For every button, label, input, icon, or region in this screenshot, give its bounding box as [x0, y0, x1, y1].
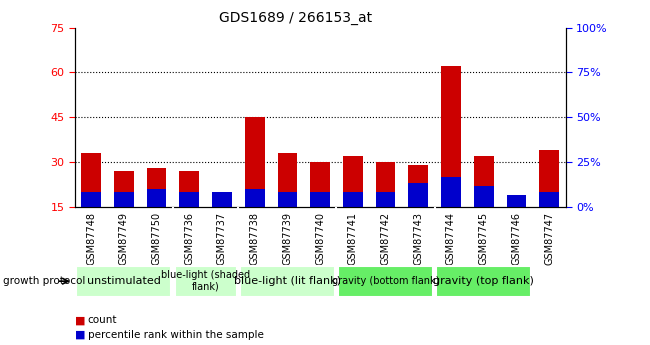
Bar	[506, 195, 526, 207]
Bar	[540, 150, 559, 207]
Title: GDS1689 / 266153_at: GDS1689 / 266153_at	[219, 11, 372, 25]
Bar	[278, 192, 297, 207]
Bar	[245, 117, 265, 207]
Bar	[212, 195, 232, 207]
Text: percentile rank within the sample: percentile rank within the sample	[88, 330, 264, 339]
Text: gravity (bottom flank): gravity (bottom flank)	[332, 276, 439, 286]
Text: GSM87740: GSM87740	[315, 211, 325, 265]
Text: GSM87743: GSM87743	[413, 211, 423, 265]
Text: GSM87742: GSM87742	[380, 211, 391, 265]
Bar	[441, 177, 461, 207]
Bar	[506, 195, 526, 207]
Text: unstimulated: unstimulated	[87, 276, 161, 286]
Bar	[474, 186, 493, 207]
Text: GSM87750: GSM87750	[151, 211, 162, 265]
Text: GSM87748: GSM87748	[86, 211, 96, 265]
Text: GSM87737: GSM87737	[217, 211, 227, 265]
Text: GSM87736: GSM87736	[184, 211, 194, 265]
FancyBboxPatch shape	[240, 266, 335, 297]
Text: GSM87744: GSM87744	[446, 211, 456, 265]
Text: gravity (top flank): gravity (top flank)	[434, 276, 534, 286]
Bar	[81, 192, 101, 207]
Text: count: count	[88, 315, 117, 325]
Text: GSM87739: GSM87739	[282, 211, 293, 265]
Text: GSM87745: GSM87745	[478, 211, 489, 265]
Text: growth protocol: growth protocol	[3, 276, 86, 286]
Text: blue-light (shaded
flank): blue-light (shaded flank)	[161, 270, 250, 292]
Text: ■: ■	[75, 315, 85, 325]
Bar	[81, 153, 101, 207]
Text: ■: ■	[75, 330, 85, 339]
Text: GSM87746: GSM87746	[512, 211, 521, 265]
Bar	[540, 192, 559, 207]
Bar	[114, 192, 134, 207]
Text: GSM87749: GSM87749	[119, 211, 129, 265]
FancyBboxPatch shape	[175, 266, 237, 297]
FancyBboxPatch shape	[77, 266, 171, 297]
Bar	[376, 192, 395, 207]
Bar	[310, 162, 330, 207]
Text: GSM87741: GSM87741	[348, 211, 358, 265]
Bar	[408, 183, 428, 207]
Bar	[376, 162, 395, 207]
Bar	[310, 192, 330, 207]
Text: GSM87747: GSM87747	[544, 211, 554, 265]
Bar	[441, 67, 461, 207]
Bar	[343, 156, 363, 207]
Text: blue-light (lit flank): blue-light (lit flank)	[234, 276, 341, 286]
Bar	[147, 189, 166, 207]
FancyBboxPatch shape	[436, 266, 531, 297]
Text: GSM87738: GSM87738	[250, 211, 260, 265]
Bar	[278, 153, 297, 207]
Bar	[114, 171, 134, 207]
Bar	[179, 192, 199, 207]
Bar	[343, 192, 363, 207]
Bar	[245, 189, 265, 207]
Bar	[474, 156, 493, 207]
FancyBboxPatch shape	[338, 266, 433, 297]
Bar	[147, 168, 166, 207]
Bar	[408, 165, 428, 207]
Bar	[179, 171, 199, 207]
Bar	[212, 192, 232, 207]
